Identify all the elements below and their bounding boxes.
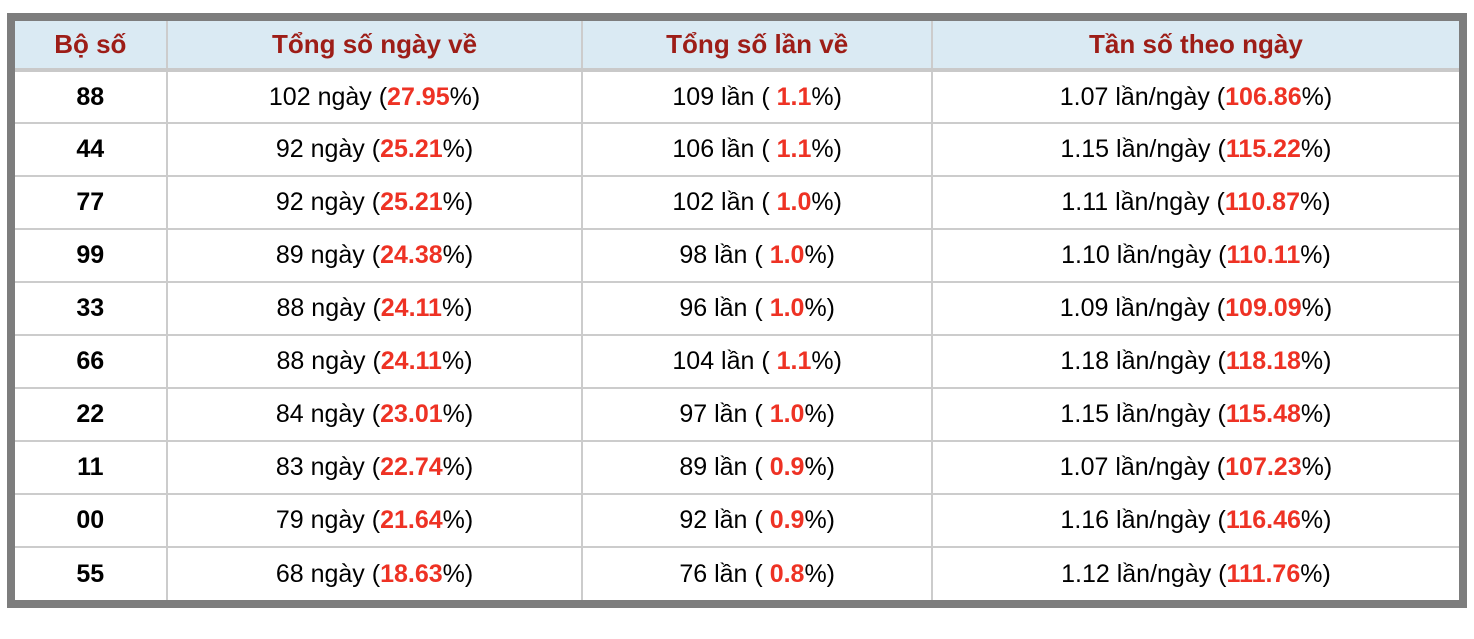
daily-frequency-cell: 1.07 lần/ngày (107.23%) (930, 441, 1459, 495)
table-row: 22 84 ngày (23.01%) 97 lần ( 1.0%) 1.15 lần… (15, 388, 1459, 442)
table-row: 33 88 ngày (24.11%) 96 lần ( 1.0%) 1.09 lần… (15, 282, 1459, 336)
table-row: 11 83 ngày (22.74%) 89 lần ( 0.9%) 1.07 lần… (15, 441, 1459, 495)
total-days-cell: 79 ngày (21.64%) (165, 494, 583, 548)
times-percent: 1.1 (776, 135, 812, 163)
pair-number-cell: 00 (15, 494, 167, 548)
table-row: 77 92 ngày (25.21%) 102 lần ( 1.0%) 1.11 lầ… (15, 176, 1459, 230)
frequency-percent: 110.87 (1224, 188, 1300, 216)
pair-number-cell: 99 (15, 229, 167, 283)
daily-frequency-cell: 1.09 lần/ngày (109.09%) (930, 282, 1459, 336)
daily-frequency-cell: 1.18 lần/ngày (118.18%) (930, 335, 1459, 389)
statistics-table: Bộ số Tổng số ngày về Tổng số lần về Tần… (15, 21, 1459, 600)
total-times-cell: 102 lần ( 1.0%) (581, 176, 932, 230)
frequency-percent: 116.46 (1225, 506, 1301, 534)
frequency-percent: 115.22 (1225, 135, 1301, 163)
frequency-percent: 109.09 (1225, 294, 1302, 322)
total-days-cell: 102 ngày (27.95%) (165, 70, 583, 124)
total-times-cell: 98 lần ( 1.0%) (581, 229, 932, 283)
days-percent: 25.21 (380, 135, 443, 163)
total-times-cell: 106 lần ( 1.1%) (581, 123, 932, 177)
pair-number-cell: 33 (15, 282, 167, 336)
frequency-percent: 118.18 (1225, 347, 1301, 375)
pair-number-cell: 55 (76, 559, 105, 588)
pair-number-cell: 11 (15, 441, 167, 495)
days-percent: 24.11 (380, 347, 442, 375)
total-times-cell: 104 lần ( 1.1%) (581, 335, 932, 389)
table-row: 00 79 ngày (21.64%) 92 lần ( 0.9%) 1.16 lần… (15, 494, 1459, 548)
total-days-cell: 68 ngày (18.63%) (165, 547, 583, 600)
frequency-percent: 111.76 (1226, 559, 1301, 588)
total-days-cell: 89 ngày (24.38%) (165, 229, 583, 283)
times-percent: 1.1 (776, 82, 812, 111)
daily-frequency-cell: 1.11 lần/ngày (110.87%) (930, 176, 1459, 230)
table-row: 88 102 ngày (27.95%) 109 lần ( 1.1%) 1.07 l… (15, 70, 1459, 124)
days-percent: 25.21 (380, 188, 443, 216)
days-percent: 21.64 (380, 506, 443, 534)
total-days-cell: 88 ngày (24.11%) (165, 335, 583, 389)
times-percent: 1.0 (769, 241, 805, 269)
times-percent: 1.0 (769, 294, 805, 322)
total-days-cell: 92 ngày (25.21%) (165, 176, 583, 230)
total-days-cell: 83 ngày (22.74%) (165, 441, 583, 495)
table-body: 88 102 ngày (27.95%) 109 lần ( 1.1%) 1.07 l… (15, 70, 1459, 600)
table-row: 44 92 ngày (25.21%) 106 lần ( 1.1%) 1.15 lầ… (15, 123, 1459, 177)
daily-frequency-cell: 1.10 lần/ngày (110.11%) (930, 229, 1459, 283)
daily-frequency-cell: 1.15 lần/ngày (115.22%) (930, 123, 1459, 177)
header-row: Bộ số Tổng số ngày về Tổng số lần về Tần… (15, 21, 1459, 72)
times-percent: 0.9 (769, 506, 805, 534)
total-times-cell: 92 lần ( 0.9%) (581, 494, 932, 548)
frequency-percent: 106.86 (1225, 82, 1302, 111)
total-times-cell: 97 lần ( 1.0%) (581, 388, 932, 442)
pair-number-cell: 22 (15, 388, 167, 442)
table-row: 55 68 ngày (18.63%) 76 lần ( 0.8%) 1.12 lần… (15, 547, 1459, 600)
daily-frequency-cell: 1.15 lần/ngày (115.48%) (930, 388, 1459, 442)
total-times-cell: 109 lần ( 1.1%) (581, 70, 932, 124)
pair-number-cell: 66 (15, 335, 167, 389)
frequency-percent: 115.48 (1225, 400, 1301, 428)
total-days-cell: 92 ngày (25.21%) (165, 123, 583, 177)
column-header-total-times: Tổng số lần về (581, 21, 932, 72)
days-percent: 18.63 (380, 559, 443, 588)
days-percent: 22.74 (380, 453, 443, 481)
pair-number-cell: 88 (15, 70, 167, 124)
days-percent: 27.95 (387, 82, 450, 111)
times-percent: 0.8 (769, 559, 805, 588)
times-percent: 1.0 (769, 400, 805, 428)
frequency-percent: 110.11 (1226, 241, 1301, 269)
pair-number-cell: 44 (15, 123, 167, 177)
days-percent: 24.38 (380, 241, 443, 269)
total-days-cell: 88 ngày (24.11%) (165, 282, 583, 336)
daily-frequency-cell: 1.12 lần/ngày (111.76%) (930, 547, 1459, 600)
total-days-cell: 84 ngày (23.01%) (165, 388, 583, 442)
table-row: 99 89 ngày (24.38%) 98 lần ( 1.0%) 1.10 lần… (15, 229, 1459, 283)
statistics-table-frame: Bộ số Tổng số ngày về Tổng số lần về Tần… (7, 13, 1467, 608)
times-percent: 1.0 (776, 188, 812, 216)
column-header-total-days: Tổng số ngày về (165, 21, 583, 72)
column-header-daily-frequency: Tần số theo ngày (930, 21, 1459, 72)
times-percent: 1.1 (776, 347, 812, 375)
table-row: 66 88 ngày (24.11%) 104 lần ( 1.1%) 1.18 lầ… (15, 335, 1459, 389)
times-percent: 0.9 (769, 453, 805, 481)
frequency-percent: 107.23 (1225, 453, 1302, 481)
daily-frequency-cell: 1.16 lần/ngày (116.46%) (930, 494, 1459, 548)
days-percent: 24.11 (380, 294, 442, 322)
days-percent: 23.01 (380, 400, 443, 428)
pair-number-cell: 77 (15, 176, 167, 230)
total-times-cell: 96 lần ( 1.0%) (581, 282, 932, 336)
daily-frequency-cell: 1.07 lần/ngày (106.86%) (930, 70, 1459, 124)
page-background: { "colors": { "header_bg": "#daeaf3", "h… (0, 13, 1474, 639)
column-header-pair: Bộ số (15, 21, 167, 72)
total-times-cell: 76 lần ( 0.8%) (581, 547, 932, 600)
total-times-cell: 89 lần ( 0.9%) (581, 441, 932, 495)
